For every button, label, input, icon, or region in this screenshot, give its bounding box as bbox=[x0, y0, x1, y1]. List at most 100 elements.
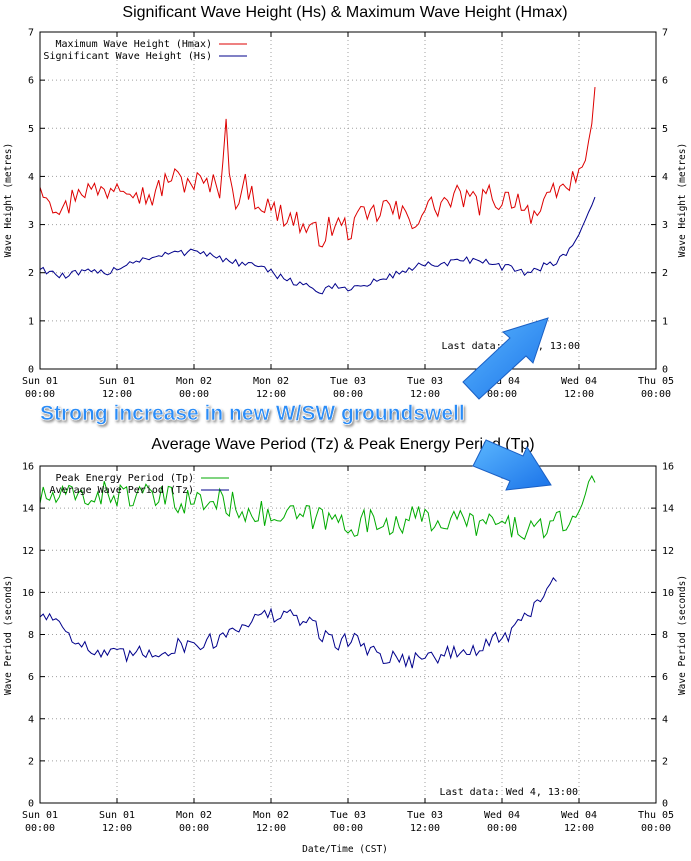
y-tick-label: 12 bbox=[22, 546, 34, 557]
x-tick-label-day: Sun 01 bbox=[99, 810, 135, 821]
series-lines bbox=[39, 474, 596, 669]
x-tick-label-day: Sun 01 bbox=[22, 810, 58, 821]
grid bbox=[40, 466, 656, 803]
y-tick-label: 5 bbox=[662, 124, 668, 135]
x-axis-label: Date/Time (CST) bbox=[302, 844, 388, 855]
y-tick-label: 8 bbox=[662, 630, 668, 641]
y-tick-label: 0 bbox=[662, 799, 668, 810]
y-tick-label: 12 bbox=[662, 546, 674, 557]
x-tick-label-time: 12:00 bbox=[102, 823, 132, 834]
legend-label-tz: Average Wave Period (Tz) bbox=[50, 485, 195, 496]
y-tick-label: 10 bbox=[662, 588, 674, 599]
y-tick-label: 16 bbox=[22, 462, 34, 473]
chart-title: Significant Wave Height (Hs) & Maximum W… bbox=[122, 4, 567, 21]
x-axis-ticks: Sun 01 00:00 Sun 01 12:00 Mon 02 00:00 Mon 02 1… bbox=[22, 466, 674, 834]
legend: Peak Energy Period (Tp) Average Wave Per… bbox=[50, 473, 229, 496]
y-axis-ticks: 0 0 1 1 2 2 3 3 4 4 5 5 6 6 7 7 bbox=[28, 28, 668, 376]
x-tick-label-time: 00:00 bbox=[179, 823, 209, 834]
x-tick-label-day: Sun 01 bbox=[99, 376, 135, 387]
x-tick-label-time: 00:00 bbox=[487, 389, 517, 400]
x-tick-label-time: 00:00 bbox=[641, 823, 671, 834]
y-tick-label: 14 bbox=[22, 504, 34, 515]
x-tick-label-time: 12:00 bbox=[410, 823, 440, 834]
y-axis-label-left: Wave Height (metres) bbox=[3, 143, 14, 257]
series-line-average-wave-period-tz bbox=[39, 577, 557, 669]
annotation: Strong increase in new W/SW groundswell bbox=[40, 317, 552, 491]
legend: Maximum Wave Height (Hmax) Significant W… bbox=[43, 39, 247, 62]
x-tick-label-time: 00:00 bbox=[179, 389, 209, 400]
x-tick-label-time: 00:00 bbox=[25, 389, 55, 400]
y-axis-ticks: 0 0 2 2 4 4 6 6 8 8 10 10 12 12 14 14 16 16 bbox=[22, 462, 674, 810]
y-tick-label: 1 bbox=[28, 316, 34, 327]
x-tick-label-time: 00:00 bbox=[487, 823, 517, 834]
x-tick-label-day: Tue 03 bbox=[330, 810, 366, 821]
x-tick-label-time: 00:00 bbox=[333, 823, 363, 834]
x-tick-label-day: Tue 03 bbox=[330, 376, 366, 387]
x-tick-label-day: Wed 04 bbox=[561, 810, 597, 821]
y-tick-label: 0 bbox=[28, 799, 34, 810]
x-tick-label-time: 00:00 bbox=[641, 389, 671, 400]
y-tick-label: 2 bbox=[662, 756, 668, 767]
x-tick-label-day: Mon 02 bbox=[176, 810, 212, 821]
x-tick-label-time: 12:00 bbox=[410, 389, 440, 400]
x-axis-ticks: Sun 01 00:00 Sun 01 12:00 Mon 02 00:00 Mon 02 1… bbox=[22, 32, 674, 400]
x-tick-label-day: Thu 05 bbox=[638, 810, 674, 821]
y-tick-label: 3 bbox=[28, 220, 34, 231]
wave-period-chart: Average Wave Period (Tz) & Peak Energy P… bbox=[3, 436, 688, 855]
y-tick-label: 6 bbox=[28, 672, 34, 683]
wave-height-chart: Significant Wave Height (Hs) & Maximum W… bbox=[3, 4, 688, 400]
x-tick-label-time: 12:00 bbox=[256, 389, 286, 400]
y-tick-label: 4 bbox=[28, 714, 34, 725]
y-tick-label: 4 bbox=[662, 172, 668, 183]
x-tick-label-time: 12:00 bbox=[102, 389, 132, 400]
legend-label-hmax: Maximum Wave Height (Hmax) bbox=[55, 39, 212, 50]
x-tick-label-day: Mon 02 bbox=[176, 376, 212, 387]
x-tick-label-day: Mon 02 bbox=[253, 376, 289, 387]
y-tick-label: 8 bbox=[28, 630, 34, 641]
annotation-text: Strong increase in new W/SW groundswell bbox=[40, 402, 465, 425]
y-tick-label: 4 bbox=[28, 172, 34, 183]
y-tick-label: 7 bbox=[28, 28, 34, 39]
x-tick-label-time: 00:00 bbox=[333, 389, 363, 400]
y-tick-label: 4 bbox=[662, 714, 668, 725]
x-tick-label-time: 12:00 bbox=[256, 823, 286, 834]
x-tick-label-day: Wed 04 bbox=[484, 810, 520, 821]
y-tick-label: 6 bbox=[662, 76, 668, 87]
x-tick-label-time: 00:00 bbox=[25, 823, 55, 834]
y-tick-label: 14 bbox=[662, 504, 674, 515]
y-tick-label: 2 bbox=[28, 756, 34, 767]
y-tick-label: 0 bbox=[28, 365, 34, 376]
series-line-maximum-wave-height-hmax bbox=[39, 87, 596, 248]
arrow-down-icon bbox=[472, 439, 552, 491]
series-lines bbox=[39, 87, 596, 295]
legend-label-hs: Significant Wave Height (Hs) bbox=[43, 51, 212, 62]
y-tick-label: 2 bbox=[28, 268, 34, 279]
grid bbox=[40, 32, 656, 369]
series-line-significant-wave-height-hs bbox=[39, 196, 596, 295]
x-tick-label-day: Mon 02 bbox=[253, 810, 289, 821]
y-axis-label-right: Wave Height (metres) bbox=[677, 143, 688, 257]
y-tick-label: 2 bbox=[662, 268, 668, 279]
x-tick-label-day: Wed 04 bbox=[484, 376, 520, 387]
x-tick-label-day: Wed 04 bbox=[561, 376, 597, 387]
chart-title: Average Wave Period (Tz) & Peak Energy P… bbox=[151, 436, 534, 453]
y-axis-label-right: Wave Period (seconds) bbox=[677, 575, 688, 695]
y-tick-label: 6 bbox=[662, 672, 668, 683]
y-tick-label: 6 bbox=[28, 76, 34, 87]
y-tick-label: 1 bbox=[662, 316, 668, 327]
arrow-up-icon bbox=[462, 317, 549, 400]
x-tick-label-day: Thu 05 bbox=[638, 376, 674, 387]
y-tick-label: 5 bbox=[28, 124, 34, 135]
x-tick-label-day: Tue 03 bbox=[407, 810, 443, 821]
y-tick-label: 16 bbox=[662, 462, 674, 473]
legend-label-tp: Peak Energy Period (Tp) bbox=[56, 473, 194, 484]
x-tick-label-time: 12:00 bbox=[564, 823, 594, 834]
last-data-label: Last data: Wed 4, 13:00 bbox=[440, 787, 578, 798]
y-tick-label: 10 bbox=[22, 588, 34, 599]
series-line-peak-energy-period-tp bbox=[39, 474, 596, 540]
y-tick-label: 0 bbox=[662, 365, 668, 376]
y-tick-label: 3 bbox=[662, 220, 668, 231]
x-tick-label-day: Sun 01 bbox=[22, 376, 58, 387]
x-tick-label-day: Tue 03 bbox=[407, 376, 443, 387]
